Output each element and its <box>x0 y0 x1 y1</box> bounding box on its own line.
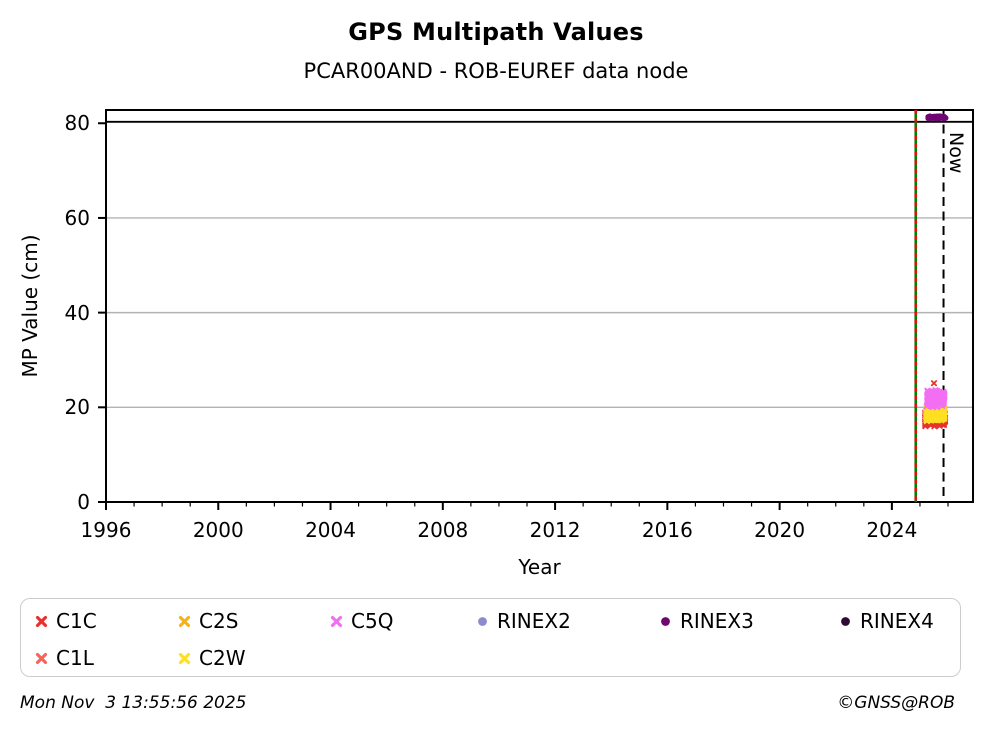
scatter-point-rinex3 <box>935 115 941 121</box>
y-tick-label: 40 <box>64 300 90 325</box>
legend-label: C2W <box>199 646 246 670</box>
scatter-point-rinex3 <box>943 115 949 121</box>
legend-item-c2s: C2S <box>178 611 238 631</box>
x-tick-label: 1996 <box>80 518 132 542</box>
scatter-point-c2w <box>941 413 948 420</box>
legend-label: RINEX3 <box>680 609 754 633</box>
legend-item-c2w: C2W <box>178 648 245 668</box>
legend-marker-c1c-icon <box>35 615 48 627</box>
x-tick-label: 2012 <box>529 518 581 542</box>
y-tick-label: 20 <box>64 395 90 420</box>
scatter-point-c2w <box>930 410 937 417</box>
now-line-label: Now <box>945 132 967 174</box>
legend-label: C1L <box>56 646 94 670</box>
legend-marker-rinex2-icon <box>478 616 487 626</box>
chart-subtitle: PCAR00AND - ROB-EUREF data node <box>303 59 689 83</box>
legend-marker-rinex3-icon <box>661 616 670 626</box>
scatter-point-c5q <box>938 397 945 404</box>
x-tick-label: 2004 <box>305 518 356 542</box>
legend-marker-rinex4-icon <box>841 616 850 626</box>
x-tick-label: 2008 <box>417 518 469 542</box>
legend-item-c5q: C5Q <box>330 611 393 631</box>
y-tick-label: 60 <box>64 205 90 230</box>
legend-item-rinex3: RINEX3 <box>659 611 754 631</box>
scatter-point-c5q <box>924 397 931 404</box>
x-tick-label: 2000 <box>192 518 244 542</box>
legend-marker-c2w-icon <box>178 652 191 664</box>
legend-label: C1C <box>56 609 97 633</box>
legend-item-c1l: C1L <box>35 648 94 668</box>
scatter-point-c2w <box>923 418 930 425</box>
legend-marker-c1l-icon <box>35 652 48 664</box>
copyright-text: ©GNSS@ROB <box>837 693 955 713</box>
legend-label: C5Q <box>351 609 394 633</box>
scatter-point-rinex3 <box>927 114 933 120</box>
legend-marker-c2s-icon <box>178 615 191 627</box>
y-tick-label: 0 <box>77 490 90 514</box>
legend-item-rinex4: RINEX4 <box>839 611 934 631</box>
legend: C1C C2S C5Q RINEX2 RINEX3 RINEX4 C1L C2W <box>20 598 961 677</box>
scatter-point-c5q <box>925 390 932 397</box>
legend-label: RINEX4 <box>860 609 934 633</box>
scatter-point-c1c <box>922 423 929 430</box>
y-tick-label: 80 <box>64 111 90 136</box>
scatter-point-c2w <box>935 416 942 423</box>
plot-area <box>98 109 974 510</box>
chart-title: GPS Multipath Values <box>348 18 644 46</box>
scatter-point-c5q <box>930 396 937 404</box>
x-tick-label: 2020 <box>754 518 806 542</box>
legend-marker-c5q-icon <box>330 615 343 627</box>
scatter-point-c1c <box>930 380 938 387</box>
x-tick-label: 2024 <box>866 518 918 542</box>
scatter-point-c5q <box>939 391 946 398</box>
x-axis-title: Year <box>518 555 561 579</box>
legend-item-c1c: C1C <box>35 611 97 631</box>
legend-item-rinex2: RINEX2 <box>476 611 571 631</box>
legend-label: RINEX2 <box>497 609 571 633</box>
timestamp-text: Mon Nov 3 13:55:56 2025 <box>20 693 247 713</box>
plot-frame <box>105 109 974 503</box>
legend-label: C2S <box>199 609 239 633</box>
scatter-point-c5q <box>927 402 934 409</box>
x-tick-label: 2016 <box>641 518 693 542</box>
